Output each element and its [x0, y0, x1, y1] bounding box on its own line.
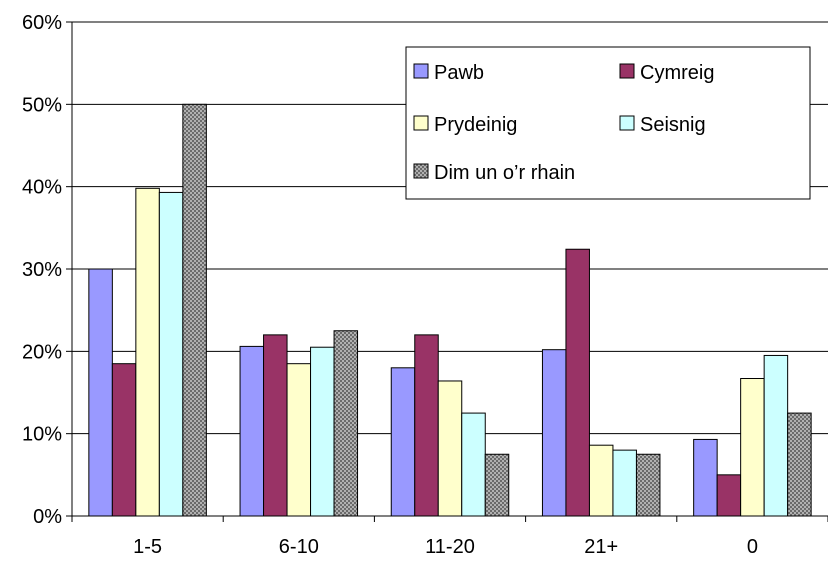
bar [286, 363, 312, 517]
y-tick-label: 20% [22, 341, 62, 363]
y-tick-label: 30% [22, 259, 62, 281]
legend-label: Cymreig [640, 62, 714, 84]
bar [635, 453, 661, 517]
x-tick-label: 11-20 [425, 536, 475, 558]
bar [437, 380, 463, 517]
x-tick-label: 1-5 [133, 536, 162, 558]
bar [111, 363, 137, 517]
bar [588, 444, 614, 517]
legend-swatch [413, 115, 429, 131]
legend-label: Dim un o’r rhain [434, 162, 575, 184]
y-tick-label: 40% [22, 177, 62, 199]
bar [263, 334, 288, 517]
bar [461, 412, 486, 517]
bar [414, 334, 439, 517]
x-tick-label: 21+ [584, 536, 618, 558]
y-tick-label: 50% [22, 94, 62, 116]
y-axis-ticks: 0% 10% 20% 30% 40% 50% 60% [22, 12, 72, 528]
bars [88, 103, 812, 517]
bar [135, 187, 160, 517]
bar [612, 449, 637, 517]
x-tick-label: 6-10 [279, 536, 319, 558]
legend-swatch [619, 115, 635, 131]
bar [541, 349, 567, 517]
y-tick-label: 0% [33, 506, 62, 528]
legend-label: Seisnig [640, 114, 706, 136]
bar [239, 345, 265, 517]
bar [740, 378, 765, 517]
x-axis-ticks: 1-5 6-10 11-20 21+ 0 [71, 516, 828, 558]
bar [310, 346, 335, 517]
bar [158, 191, 184, 517]
bar [484, 453, 510, 517]
legend-swatch [619, 63, 635, 79]
bar [565, 248, 590, 517]
legend: Pawb Cymreig Prydeinig Seisnig Dim un o’r rh… [405, 46, 811, 200]
legend-swatch [413, 63, 429, 79]
legend-box [405, 46, 811, 200]
legend-label: Pawb [434, 62, 484, 84]
x-tick-label: 0 [747, 536, 758, 558]
bar [88, 268, 113, 517]
bar [182, 103, 207, 517]
bar [390, 367, 416, 517]
bar [693, 438, 718, 517]
bar [716, 474, 742, 517]
bar [333, 330, 359, 517]
bar [787, 412, 812, 517]
y-tick-label: 60% [22, 12, 62, 34]
y-tick-label: 10% [22, 424, 62, 446]
legend-swatch [413, 163, 429, 179]
legend-label: Prydeinig [434, 114, 517, 136]
bar [763, 354, 789, 517]
